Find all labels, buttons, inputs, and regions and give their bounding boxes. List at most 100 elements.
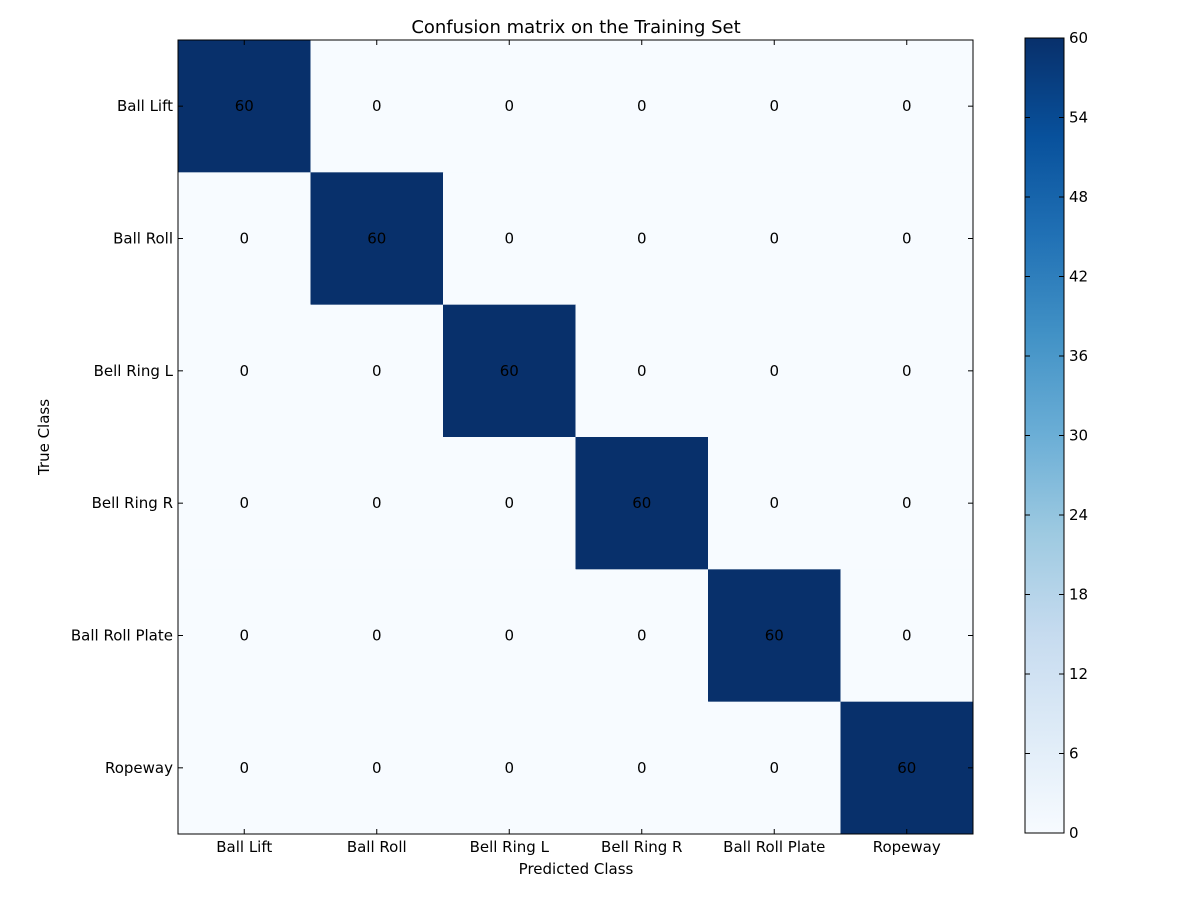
heatmap-cells: 60 0 0 0 0 0 0 60 0 0 0 0 0 0 60 0 0 0 0 0 0 60 0 0 0 0 0 0 60 0 0 0 0 0 0…	[178, 40, 974, 835]
cell-value-label: 0	[902, 230, 912, 248]
cell-value-label: 0	[504, 230, 514, 248]
heatmap-cell	[575, 40, 709, 173]
cell-value-label: 0	[372, 627, 382, 645]
heatmap-cell	[575, 701, 709, 835]
heatmap-cell	[178, 701, 311, 835]
heatmap-cell	[178, 304, 311, 438]
cell-value-label: 0	[239, 494, 249, 512]
cell-value-label: 60	[897, 759, 916, 777]
heatmap-cell	[575, 569, 709, 703]
colorbar-tick-label: 18	[1069, 586, 1088, 604]
x-tick-label: Ball Roll	[347, 838, 407, 856]
cell-value-label: 0	[902, 362, 912, 380]
heatmap-cell	[443, 40, 576, 173]
colorbar-tick-label: 48	[1069, 188, 1088, 206]
heatmap-cell	[443, 304, 576, 438]
heatmap-cell	[708, 40, 841, 173]
colorbar-tick-label: 54	[1069, 109, 1088, 127]
x-tick-label: Ball Roll Plate	[723, 838, 825, 856]
cell-value-label: 0	[372, 362, 382, 380]
heatmap-cell	[443, 701, 576, 835]
heatmap-cell	[310, 701, 444, 835]
y-tick-label: Bell Ring L	[94, 362, 174, 380]
heatmap-cell	[310, 437, 444, 570]
heatmap-cell	[178, 40, 311, 173]
cell-value-label: 0	[372, 494, 382, 512]
colorbar-tick-label: 42	[1069, 268, 1088, 286]
cell-value-label: 0	[239, 627, 249, 645]
cell-value-label: 0	[902, 627, 912, 645]
cell-value-label: 0	[769, 97, 779, 115]
colorbar-tick-label: 60	[1069, 29, 1088, 47]
heatmap-cell	[310, 172, 444, 306]
cell-value-label: 60	[632, 494, 651, 512]
colorbar: 0 6 12 18 24 30 36 42 48 54 60	[1024, 29, 1088, 842]
cell-value-label: 0	[372, 759, 382, 777]
cell-value-label: 0	[637, 759, 647, 777]
chart-title: Confusion matrix on the Training Set	[411, 17, 740, 38]
x-tick-label: Bell Ring R	[601, 838, 682, 856]
heatmap-cell	[708, 304, 841, 438]
cell-value-label: 0	[239, 362, 249, 380]
heatmap-cell	[840, 40, 974, 173]
colorbar-tick-label: 36	[1069, 347, 1088, 365]
heatmap-cell	[708, 569, 841, 703]
cell-value-label: 0	[769, 362, 779, 380]
colorbar-tick-label: 12	[1069, 665, 1088, 683]
cell-value-label: 0	[504, 627, 514, 645]
cell-value-label: 0	[504, 759, 514, 777]
heatmap-cell	[840, 569, 974, 703]
heatmap-cell	[840, 701, 974, 835]
heatmap-cell	[310, 569, 444, 703]
cell-value-label: 0	[504, 494, 514, 512]
cell-value-label: 0	[637, 627, 647, 645]
cell-value-label: 0	[902, 494, 912, 512]
heatmap-cell	[178, 569, 311, 703]
cell-value-label: 60	[500, 362, 519, 380]
x-tick-label: Ball Lift	[216, 838, 272, 856]
colorbar-gradient	[1024, 37, 1065, 834]
x-axis-label: Predicted Class	[519, 860, 634, 878]
heatmap-cell	[708, 701, 841, 835]
heatmap-cell	[575, 172, 709, 306]
y-tick-label: Ball Roll	[113, 230, 173, 248]
heatmap-cell	[443, 437, 576, 570]
cell-value-label: 0	[239, 759, 249, 777]
x-tick-label: Bell Ring L	[470, 838, 550, 856]
cell-value-label: 60	[765, 627, 784, 645]
heatmap-cell	[840, 437, 974, 570]
cell-value-label: 60	[367, 230, 386, 248]
plot-border	[177, 39, 974, 835]
plot-frame: Ball Lift Ball Roll Bell Ring L Bell Ring R…	[71, 39, 974, 856]
cell-value-label: 0	[902, 97, 912, 115]
cell-value-label: 0	[637, 97, 647, 115]
colorbar-tick-label: 24	[1069, 506, 1088, 524]
colorbar-tick-label: 0	[1069, 824, 1079, 842]
cell-value-label: 0	[769, 230, 779, 248]
heatmap-cell	[178, 437, 311, 570]
heatmap-cell	[443, 172, 576, 306]
heatmap-cell	[708, 437, 841, 570]
y-tick-label: Ball Lift	[117, 97, 173, 115]
heatmap-cell	[178, 172, 311, 306]
cell-value-label: 0	[637, 362, 647, 380]
heatmap-cell	[310, 304, 444, 438]
heatmap-cell	[310, 40, 444, 173]
heatmap-cell	[575, 437, 709, 570]
cell-value-label: 0	[769, 759, 779, 777]
cell-value-label: 0	[239, 230, 249, 248]
y-tick-label: Ball Roll Plate	[71, 627, 173, 645]
colorbar-tick-label: 6	[1069, 745, 1079, 763]
cell-value-label: 0	[504, 97, 514, 115]
cell-value-label: 60	[235, 97, 254, 115]
heatmap-cell	[575, 304, 709, 438]
y-tick-label: Ropeway	[105, 759, 173, 777]
y-axis-label: True Class	[35, 399, 53, 476]
colorbar-tick-label: 30	[1069, 427, 1088, 445]
heatmap-cell	[840, 172, 974, 306]
heatmap-cell	[443, 569, 576, 703]
y-tick-label: Bell Ring R	[92, 494, 173, 512]
heatmap-cell	[840, 304, 974, 438]
